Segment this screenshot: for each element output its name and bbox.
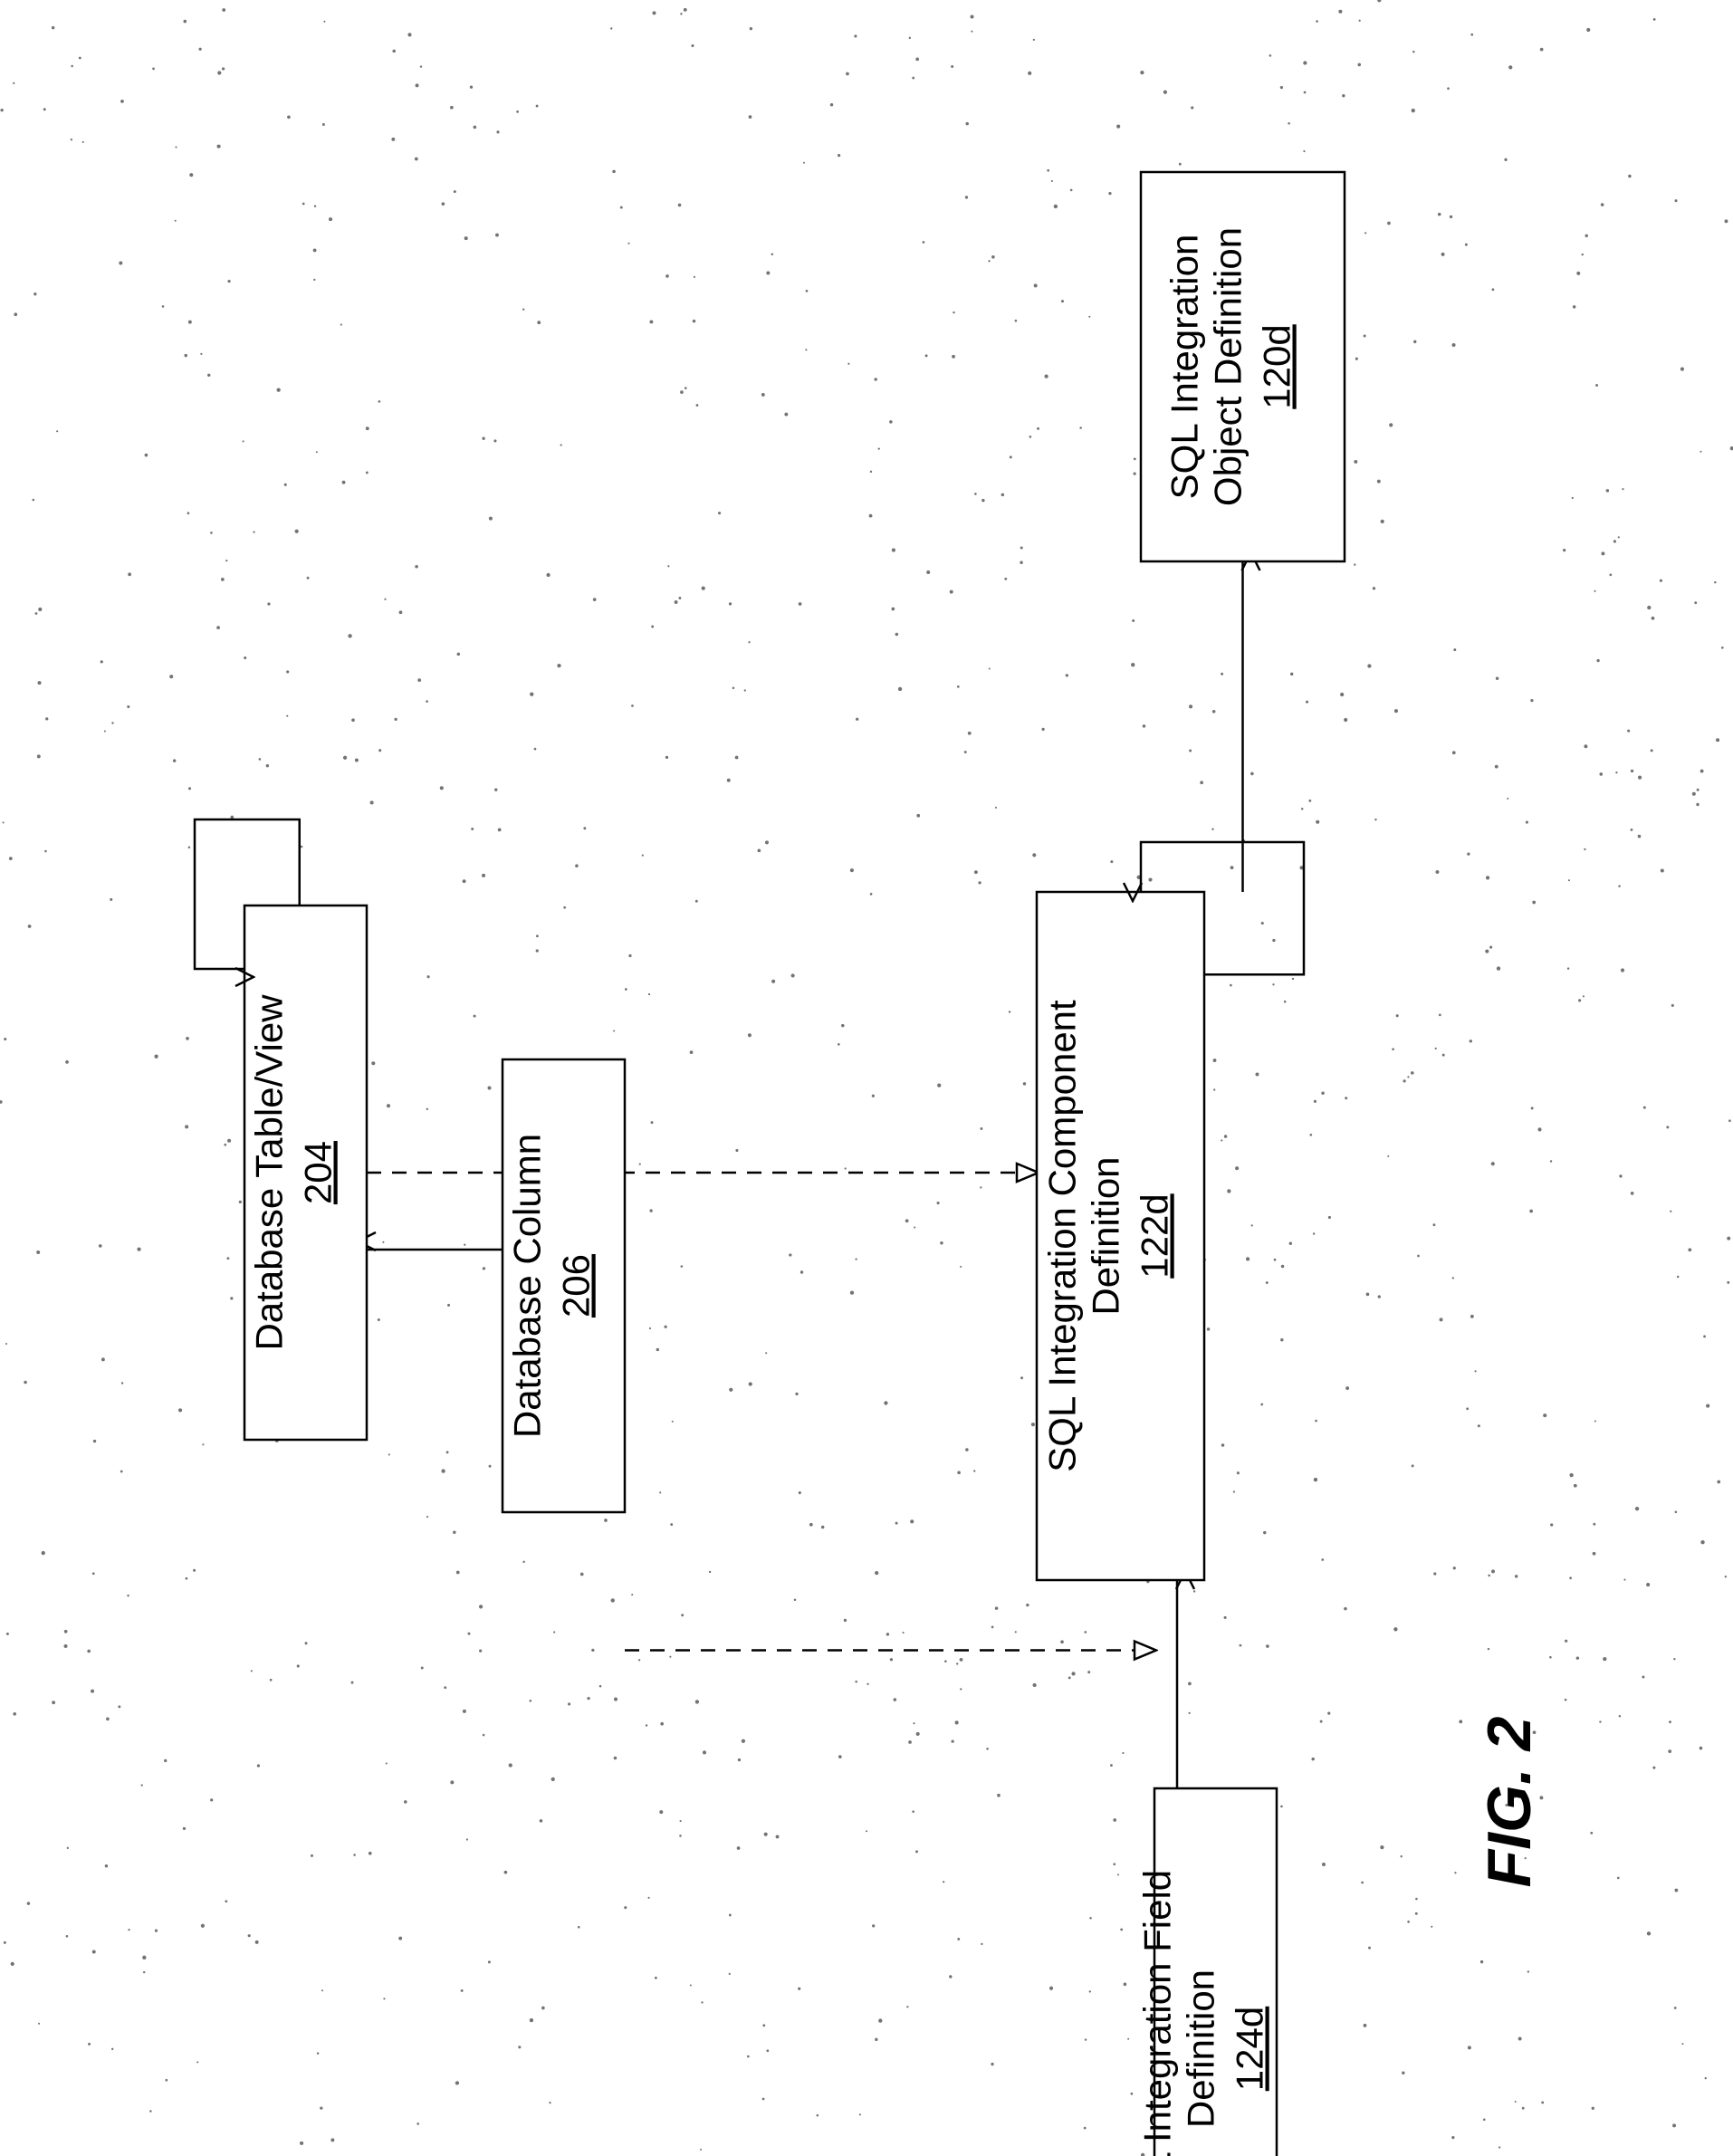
- figure-label: FIG. 2: [1475, 1716, 1544, 1887]
- node-sql_obj-line-0: SQL Integration: [1163, 235, 1206, 500]
- node-db_table: Database Table/View204: [195, 819, 367, 1440]
- node-sql_comp: SQL Integration ComponentDefinition122d: [1037, 842, 1304, 1580]
- node-sql_comp-ref: 122d: [1134, 1193, 1176, 1278]
- node-sql_obj: SQL IntegrationObject Definition120d: [1141, 172, 1345, 561]
- node-db_column-ref: 206: [555, 1254, 598, 1318]
- node-sql_field-line-1: Definition: [1180, 1969, 1222, 2128]
- node-sql_obj-ref: 120d: [1256, 324, 1298, 408]
- node-db_column: Database Column206: [503, 1059, 625, 1512]
- node-db_column-line-0: Database Column: [506, 1134, 549, 1438]
- diagram-canvas: Database Table/View204 Database Column206…: [0, 0, 1733, 2156]
- node-sql_comp-line-0: SQL Integration Component: [1041, 1000, 1084, 1472]
- node-db_table-ref: 204: [297, 1141, 340, 1204]
- node-sql_comp-line-1: Definition: [1085, 1156, 1127, 1315]
- node-sql_obj-line-1: Object Definition: [1207, 227, 1249, 506]
- node-db_table-line-0: Database Table/View: [248, 994, 291, 1351]
- node-sql_field: SQL Integration FieldDefinition124d: [1136, 1788, 1278, 2156]
- node-sql_field-ref: 124d: [1229, 2007, 1271, 2091]
- node-sql_field-line-0: SQL Integration Field: [1136, 1870, 1179, 2156]
